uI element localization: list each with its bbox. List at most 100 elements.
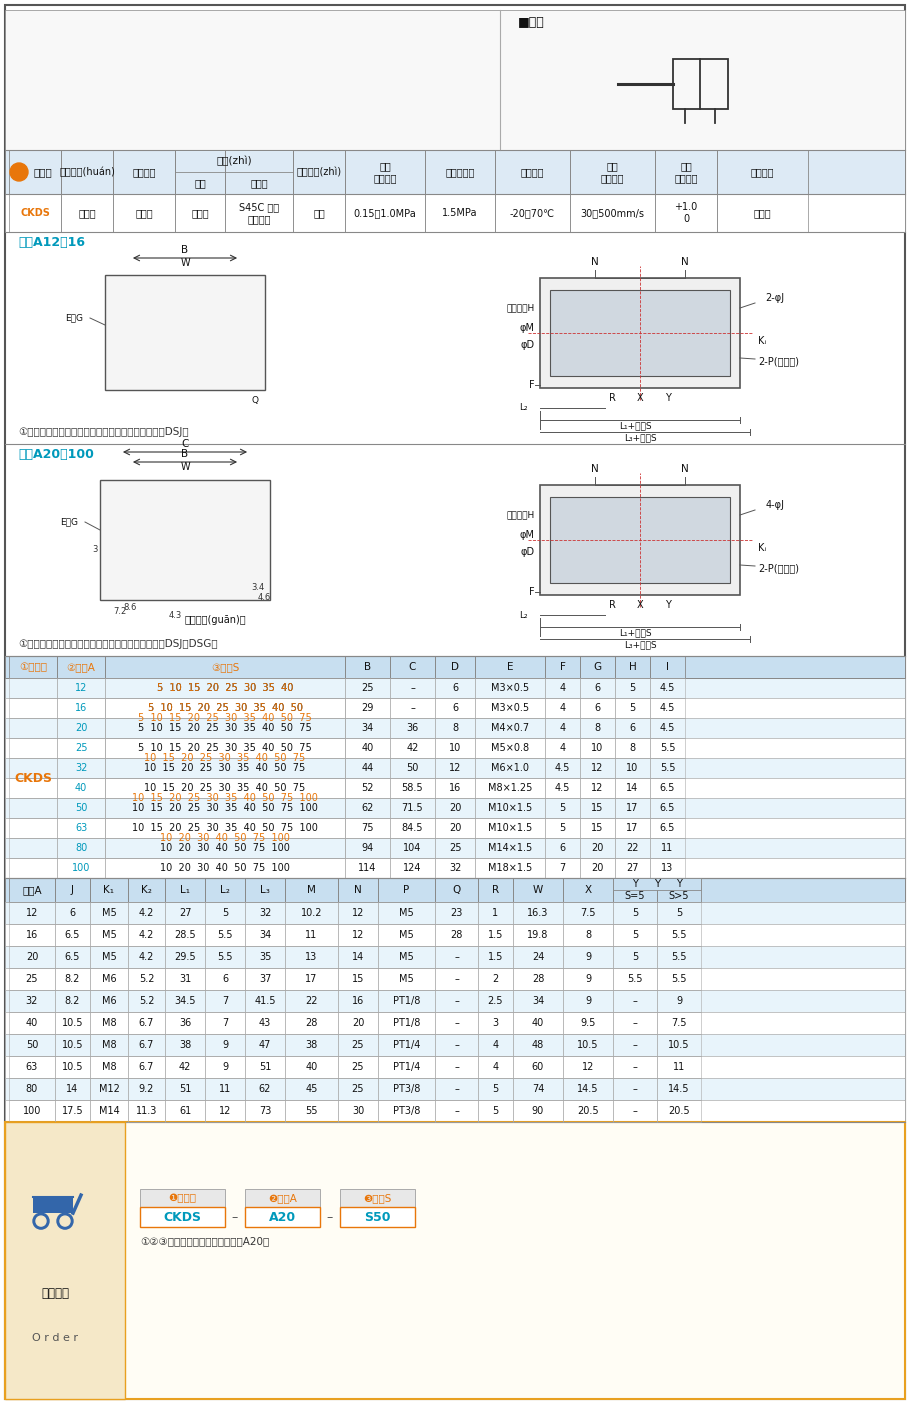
Text: Y: Y bbox=[654, 879, 660, 889]
Text: –: – bbox=[632, 995, 637, 1007]
Text: 28: 28 bbox=[531, 974, 544, 984]
Text: –: – bbox=[454, 1061, 459, 1073]
Text: ②缸徑A: ②缸徑A bbox=[66, 663, 96, 673]
Bar bbox=[378, 967, 435, 990]
Text: M8: M8 bbox=[102, 1018, 116, 1028]
Text: 17.5: 17.5 bbox=[62, 1106, 84, 1116]
Text: W: W bbox=[533, 885, 543, 894]
Bar bbox=[128, 967, 165, 990]
Text: 4: 4 bbox=[560, 723, 565, 733]
Text: 20: 20 bbox=[592, 842, 603, 854]
Bar bbox=[338, 924, 378, 946]
Text: 19.8: 19.8 bbox=[527, 929, 549, 941]
Bar bbox=[613, 1056, 657, 1078]
Text: S>5: S>5 bbox=[669, 892, 689, 901]
Text: 5  10  15  20  25  30  35  40: 5 10 15 20 25 30 35 40 bbox=[157, 682, 293, 694]
Bar bbox=[9, 990, 55, 1012]
Text: 8: 8 bbox=[630, 743, 635, 753]
Bar bbox=[165, 967, 205, 990]
Bar bbox=[580, 778, 615, 797]
Bar bbox=[435, 678, 475, 698]
Text: 有無磁環(huán): 有無磁環(huán) bbox=[59, 167, 115, 177]
Text: 27: 27 bbox=[626, 863, 639, 873]
Text: M8×1.25: M8×1.25 bbox=[488, 783, 532, 793]
Bar bbox=[435, 797, 475, 819]
Text: 緩沖形式: 緩沖形式 bbox=[751, 167, 774, 177]
Text: 5: 5 bbox=[630, 703, 635, 713]
Bar bbox=[175, 194, 225, 232]
Text: 7.5: 7.5 bbox=[581, 908, 596, 918]
Bar bbox=[285, 1056, 338, 1078]
Text: M3×0.5: M3×0.5 bbox=[490, 703, 529, 713]
Bar bbox=[340, 1189, 415, 1207]
Bar bbox=[55, 1078, 90, 1099]
Bar bbox=[545, 717, 580, 739]
Circle shape bbox=[10, 163, 28, 181]
Text: 5.5: 5.5 bbox=[672, 952, 687, 962]
Bar bbox=[338, 967, 378, 990]
Text: I: I bbox=[666, 663, 669, 673]
Circle shape bbox=[33, 1213, 49, 1228]
Bar bbox=[475, 717, 545, 739]
Bar bbox=[390, 819, 435, 838]
Text: Y: Y bbox=[676, 879, 682, 889]
Text: R: R bbox=[492, 885, 499, 894]
Text: 12: 12 bbox=[25, 908, 38, 918]
Text: 14: 14 bbox=[352, 952, 364, 962]
Text: 5.5: 5.5 bbox=[660, 743, 675, 753]
Bar bbox=[55, 1056, 90, 1078]
Bar bbox=[245, 1078, 285, 1099]
Text: 6.5: 6.5 bbox=[65, 929, 80, 941]
Text: ❷缸徑A: ❷缸徑A bbox=[268, 1193, 297, 1203]
Bar bbox=[657, 1033, 701, 1056]
Text: 16.3: 16.3 bbox=[527, 908, 549, 918]
Text: F: F bbox=[530, 587, 535, 597]
Bar bbox=[105, 717, 345, 739]
Text: –: – bbox=[632, 1061, 637, 1073]
Text: A20: A20 bbox=[269, 1210, 296, 1224]
Text: 6.5: 6.5 bbox=[660, 823, 675, 833]
Text: P: P bbox=[403, 885, 410, 894]
Text: 缸徑A: 缸徑A bbox=[22, 885, 42, 894]
Text: 防撞墊: 防撞墊 bbox=[753, 208, 772, 218]
Text: C: C bbox=[409, 663, 416, 673]
Text: 10: 10 bbox=[592, 743, 603, 753]
Text: φM: φM bbox=[520, 323, 535, 333]
Text: 工作介質(zhì): 工作介質(zhì) bbox=[297, 167, 341, 177]
Bar bbox=[513, 946, 563, 967]
Bar bbox=[245, 1189, 320, 1207]
Text: 3: 3 bbox=[92, 546, 97, 555]
Text: 25: 25 bbox=[352, 1084, 364, 1094]
Text: S45C 鏐硬
鸽研磨棒: S45C 鏐硬 鸽研磨棒 bbox=[239, 202, 279, 223]
Text: –: – bbox=[632, 1040, 637, 1050]
Bar bbox=[205, 924, 245, 946]
Text: M6×1.0: M6×1.0 bbox=[491, 762, 529, 774]
Text: 36: 36 bbox=[407, 723, 419, 733]
Bar bbox=[225, 194, 293, 232]
Text: 1: 1 bbox=[492, 908, 499, 918]
Text: –: – bbox=[454, 1018, 459, 1028]
Bar bbox=[390, 797, 435, 819]
Bar bbox=[57, 758, 105, 778]
Text: L₃: L₃ bbox=[260, 885, 270, 894]
Bar bbox=[435, 758, 475, 778]
Bar bbox=[435, 901, 478, 924]
Bar bbox=[615, 819, 650, 838]
Text: 55: 55 bbox=[305, 1106, 318, 1116]
Text: CKDS: CKDS bbox=[14, 772, 52, 785]
Text: 20.5: 20.5 bbox=[577, 1106, 599, 1116]
Text: 42: 42 bbox=[178, 1061, 191, 1073]
Text: 29: 29 bbox=[361, 703, 374, 713]
Text: 2-φJ: 2-φJ bbox=[765, 293, 784, 303]
Text: 9: 9 bbox=[585, 974, 592, 984]
Bar bbox=[657, 878, 701, 901]
Text: M14×1.5: M14×1.5 bbox=[488, 842, 532, 854]
Bar bbox=[9, 758, 57, 778]
Text: 6: 6 bbox=[69, 908, 76, 918]
Text: H: H bbox=[629, 663, 636, 673]
Bar bbox=[9, 901, 55, 924]
Bar bbox=[57, 678, 105, 698]
Text: 5: 5 bbox=[492, 1084, 499, 1094]
Bar bbox=[57, 656, 105, 678]
Bar bbox=[5, 990, 905, 1012]
